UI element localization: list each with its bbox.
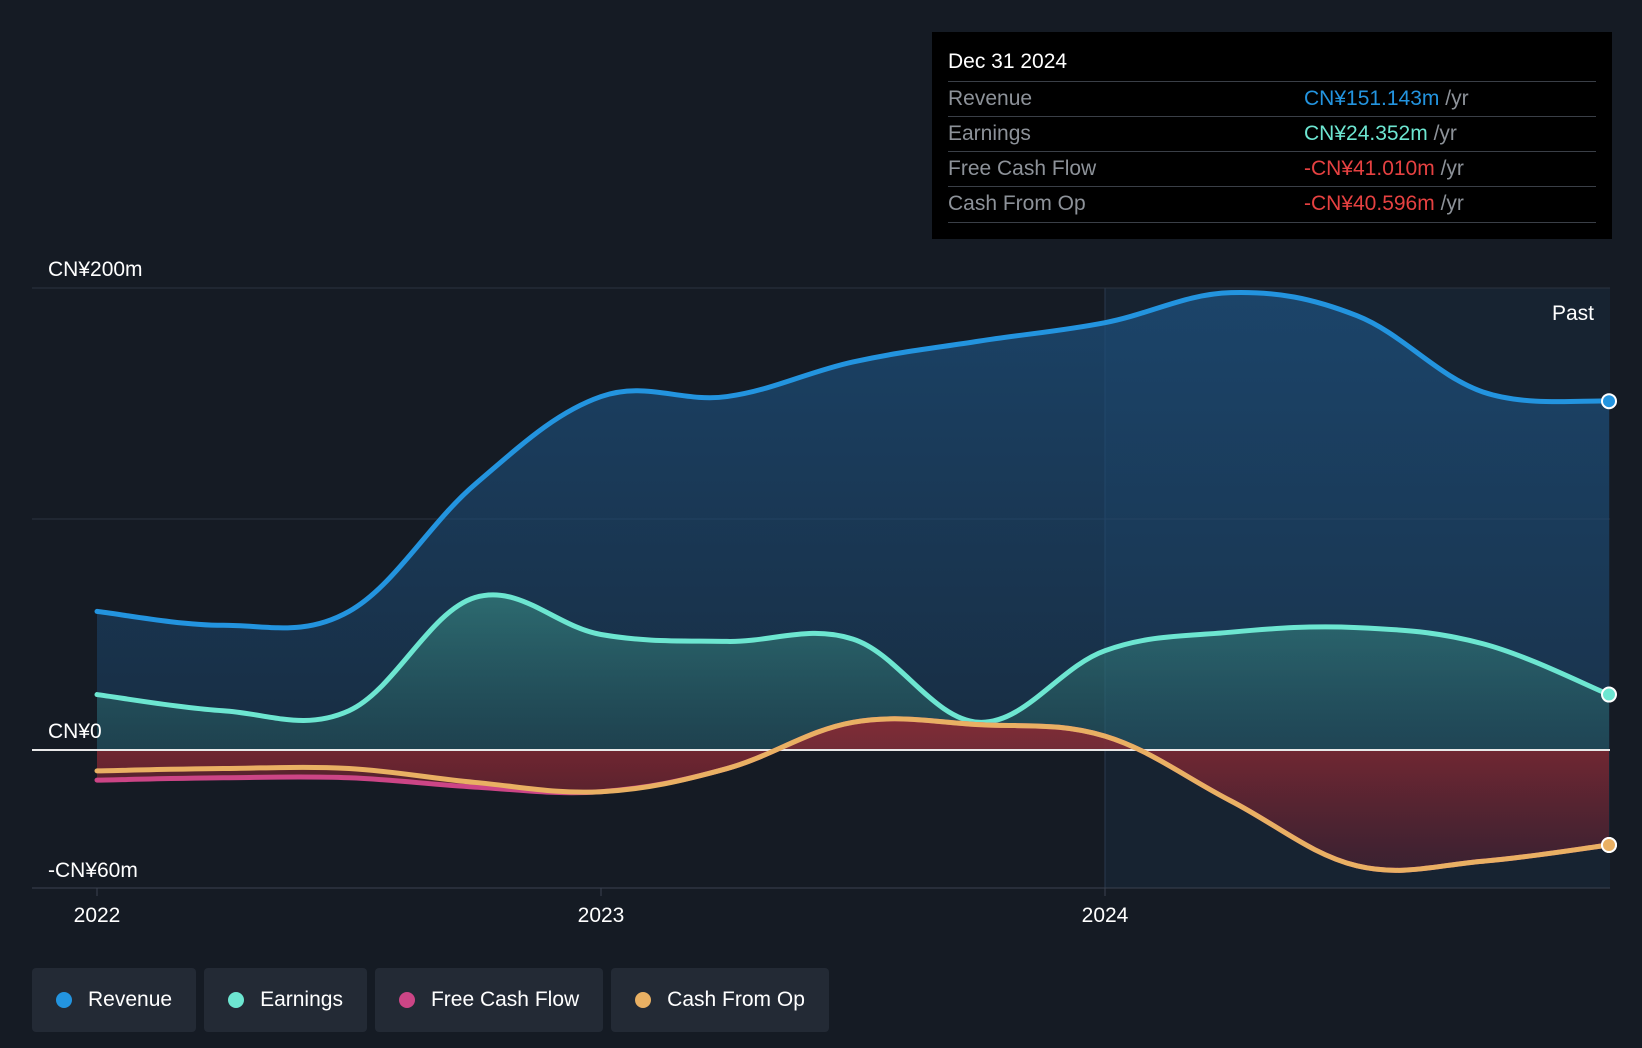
fcf-value: -CN¥41.010m	[1304, 157, 1435, 180]
legend-dot-icon	[398, 992, 415, 1008]
unit: /yr	[1440, 192, 1464, 215]
unit: /yr	[1440, 157, 1464, 180]
cash-from-op-line	[94, 716, 1612, 873]
y-tick-label: -CN¥60m	[48, 859, 138, 882]
x-tick-label: 2023	[578, 904, 625, 927]
unit: /yr	[1433, 122, 1457, 145]
tooltip-row-revenue: Revenue CN¥151.143m /yr	[948, 81, 1596, 117]
tooltip-date: Dec 31 2024	[948, 50, 1068, 73]
legend-label: Cash From Op	[667, 988, 805, 1011]
tooltip-value: -CN¥41.010m /yr	[1304, 157, 1464, 181]
tooltip-label: Free Cash Flow	[948, 157, 1097, 180]
x-tick-label: 2022	[74, 904, 121, 927]
x-tick-label: 2024	[1082, 904, 1129, 927]
y-axis-labels: CN¥200m CN¥0 -CN¥60m	[48, 258, 143, 882]
unit: /yr	[1445, 87, 1469, 110]
revenue-value: CN¥151.143m	[1304, 87, 1440, 110]
tooltip-row-cfo: Cash From Op -CN¥40.596m /yr	[948, 186, 1596, 223]
legend-dot-icon	[635, 992, 652, 1008]
tooltip-value: CN¥24.352m /yr	[1304, 122, 1457, 146]
series-areas	[97, 292, 1609, 871]
series-endpoints	[1601, 393, 1617, 853]
tooltip-row-fcf: Free Cash Flow -CN¥41.010m /yr	[948, 151, 1596, 187]
legend: Revenue Earnings Free Cash Flow Cash Fro…	[32, 968, 829, 1032]
y-tick-label: CN¥0	[48, 720, 102, 743]
tooltip-value: CN¥151.143m /yr	[1304, 87, 1469, 111]
tooltip-row-earnings: Earnings CN¥24.352m /yr	[948, 116, 1596, 152]
x-axis-labels: 2022 2023 2024	[74, 888, 1129, 927]
legend-label: Free Cash Flow	[430, 988, 580, 1011]
legend-label: Revenue	[88, 988, 173, 1011]
legend-label: Earnings	[260, 988, 343, 1011]
earnings-line	[94, 592, 1612, 725]
revenue-endpoint	[1601, 393, 1617, 410]
legend-item-earnings[interactable]: Earnings	[204, 968, 367, 1032]
tooltip-label: Revenue	[948, 87, 1033, 110]
earnings-endpoint	[1601, 686, 1617, 703]
tooltip-label: Cash From Op	[948, 192, 1086, 215]
series-lines	[94, 289, 1612, 873]
tooltip: Dec 31 2024 Revenue CN¥151.143m /yr Earn…	[932, 32, 1612, 239]
legend-dot-icon	[56, 992, 72, 1008]
earnings-value: CN¥24.352m	[1304, 122, 1428, 145]
cash-from-op-endpoint	[1601, 836, 1617, 853]
legend-item-cash-from-op[interactable]: Cash From Op	[611, 968, 829, 1032]
legend-dot-icon	[228, 992, 245, 1008]
revenue-line	[94, 289, 1612, 631]
tooltip-label: Earnings	[948, 122, 1031, 145]
cfo-value: -CN¥40.596m	[1304, 192, 1435, 215]
past-label: Past	[1552, 302, 1594, 325]
tooltip-value: -CN¥40.596m /yr	[1304, 192, 1464, 216]
cash-from-op-area	[97, 718, 1609, 871]
legend-item-revenue[interactable]: Revenue	[32, 968, 197, 1032]
legend-item-free-cash-flow[interactable]: Free Cash Flow	[374, 968, 604, 1032]
y-tick-label: CN¥200m	[48, 258, 143, 281]
